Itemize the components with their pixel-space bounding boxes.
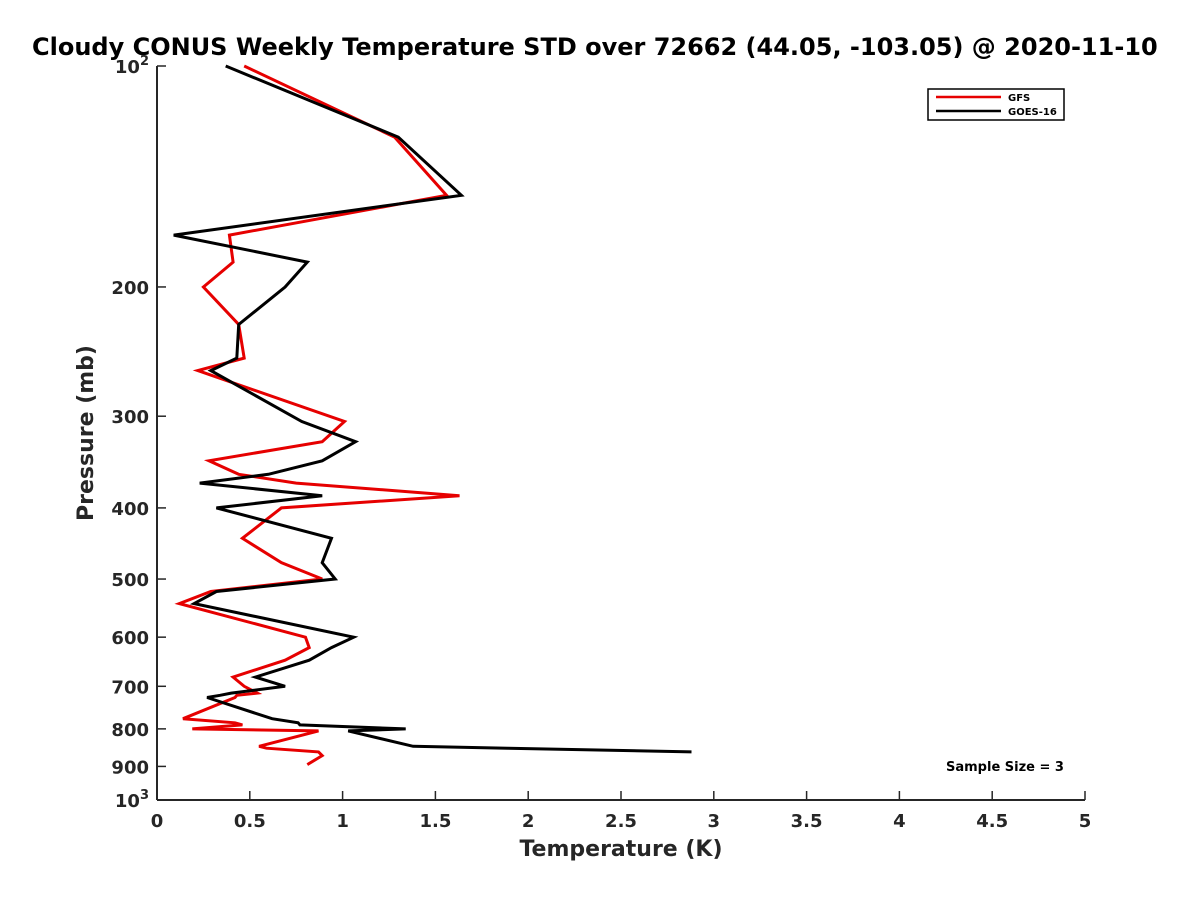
sample-size-annotation: Sample Size = 3 <box>946 760 1064 775</box>
x-tick-label: 2 <box>522 811 535 832</box>
x-tick-label: 4.5 <box>976 811 1008 832</box>
x-tick-label: 5 <box>1079 811 1092 832</box>
y-tick-label: 300 <box>111 407 149 428</box>
y-tick-label: 103 <box>115 788 149 812</box>
x-tick-label: 3 <box>708 811 721 832</box>
x-tick-label: 3.5 <box>791 811 823 832</box>
chart-title: Cloudy CONUS Weekly Temperature STD over… <box>32 33 1158 61</box>
y-tick-exponent: 2 <box>140 54 149 69</box>
x-tick-label: 2.5 <box>605 811 637 832</box>
x-tick-label: 1.5 <box>419 811 451 832</box>
y-tick-label: 800 <box>111 720 149 741</box>
x-tick-label: 1 <box>336 811 349 832</box>
series-line-gfs <box>174 64 460 766</box>
y-axis: 102 200 300 400 500 600 700 800 900 103 <box>111 54 166 812</box>
y-axis-label: Pressure (mb) <box>74 345 99 521</box>
x-axis: 0 0.5 1 1.5 2 2.5 3 3.5 4 4.5 5 <box>151 791 1092 832</box>
y-tick-label: 400 <box>111 499 149 520</box>
legend: GFS GOES-16 <box>927 88 1065 121</box>
legend-label-goes16: GOES-16 <box>1008 107 1057 118</box>
y-tick-label: 200 <box>111 278 149 299</box>
legend-label-gfs: GFS <box>1008 93 1030 104</box>
y-tick-label: 600 <box>111 628 149 649</box>
x-tick-label: 4 <box>893 811 906 832</box>
x-tick-label: 0.5 <box>234 811 266 832</box>
y-tick-label: 700 <box>111 677 149 698</box>
y-tick-label: 500 <box>111 570 149 591</box>
y-tick-label: 102 <box>115 54 149 78</box>
series-line-goes16 <box>173 64 692 754</box>
series-layer <box>173 64 692 766</box>
x-tick-label: 0 <box>151 811 164 832</box>
legend-box <box>927 88 1065 121</box>
x-axis-label: Temperature (K) <box>519 837 722 862</box>
y-tick-exponent: 3 <box>140 788 149 803</box>
y-tick-label: 900 <box>111 757 149 778</box>
